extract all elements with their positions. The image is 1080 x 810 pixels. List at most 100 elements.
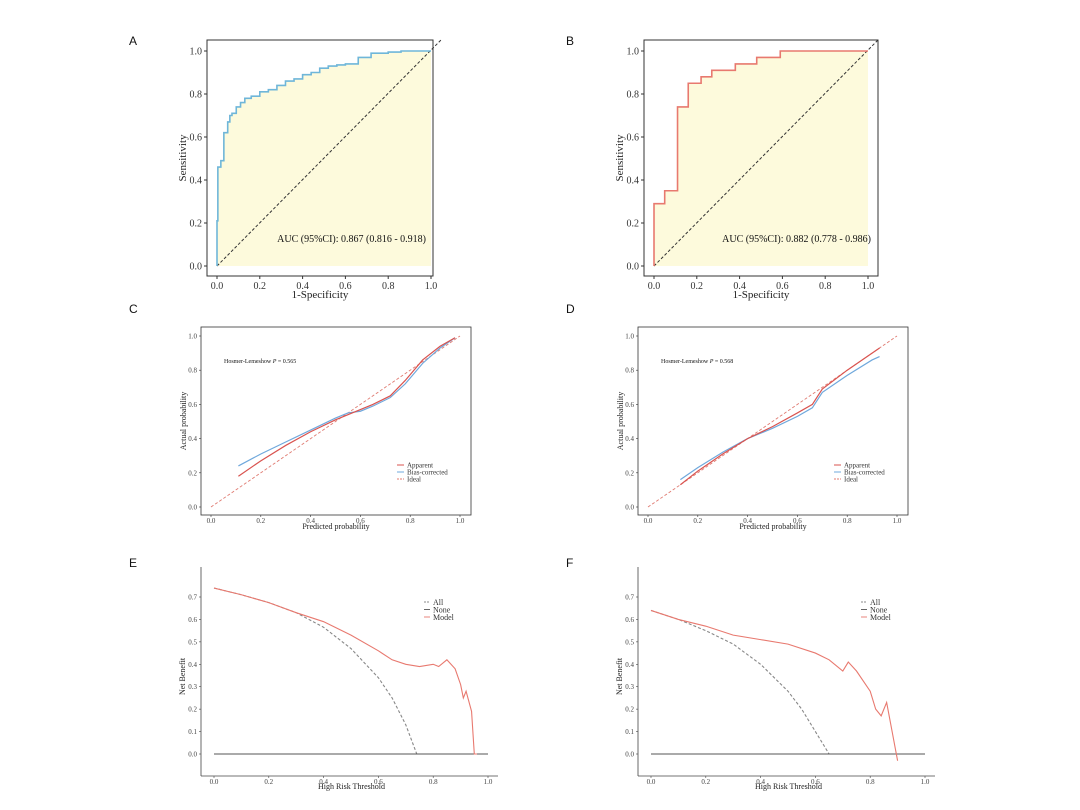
hl-test-name: Hosmer-Lemeshow [661, 359, 710, 365]
y-tick-label: 0.2 [188, 469, 197, 477]
x-tick-label: 0.0 [644, 517, 653, 525]
y-axis-title: Net Benefit [615, 657, 624, 695]
y-tick-label: 0.2 [627, 219, 640, 230]
plot-frame [200, 326, 472, 516]
y-tick-label: 0.2 [625, 469, 634, 477]
plot-frame [637, 326, 909, 516]
y-tick-label: 0.4 [625, 435, 634, 443]
y-tick-label: 0.7 [625, 594, 634, 602]
y-tick-label: 1.0 [627, 47, 640, 58]
x-tick-label: 0.2 [256, 517, 265, 525]
y-tick-label: 0.5 [188, 638, 197, 646]
y-tick-label: 0.0 [627, 262, 640, 273]
y-tick-label: 0.0 [188, 504, 197, 512]
auc-annotation: AUC (95%CI): 0.882 (0.778 - 0.986) [722, 234, 871, 245]
panel-label-b: B [566, 34, 575, 48]
legend-label: Bias-corrected [844, 469, 885, 477]
x-tick-label: 0.6 [776, 281, 789, 292]
y-tick-label: 0.6 [188, 401, 197, 409]
y-tick-label: 0.5 [625, 638, 634, 646]
y-axis-title: Actual probability [616, 392, 625, 450]
y-tick-label: 0.2 [190, 219, 203, 230]
y-tick-label: 0.6 [190, 133, 203, 144]
x-tick-label: 0.8 [843, 517, 852, 525]
x-tick-label: 0.2 [701, 778, 710, 786]
series-all [213, 587, 418, 755]
hl-p-value: = 0.568 [713, 359, 733, 365]
x-tick-label: 1.0 [425, 281, 438, 292]
x-tick-label: 0.8 [406, 517, 415, 525]
x-tick-label: 0.6 [811, 778, 820, 786]
chart-e: 0.0 0.2 0.4 0.6 0.8 1.0 0.0 0.1 0.2 0.3 0.4 0.5 0.6 0… [178, 567, 498, 791]
x-tick-label: 0.4 [306, 517, 315, 525]
legend-label: None [433, 606, 451, 615]
x-tick-label: 0.2 [264, 778, 273, 786]
x-tick-label: 0.4 [319, 778, 328, 786]
y-tick-label: 0.8 [188, 367, 197, 375]
legend-label: None [870, 606, 888, 615]
y-tick-label: 0.4 [188, 661, 197, 669]
y-axis-title: Sensitivity [177, 134, 189, 182]
y-axis-title: Actual probability [179, 392, 188, 450]
y-tick-label: 0.6 [627, 133, 640, 144]
x-tick-label: 0.4 [733, 281, 746, 292]
x-axis-title: Predicted probability [739, 522, 806, 531]
y-tick-label: 0.1 [625, 728, 634, 736]
chart-a: 0.0 0.2 0.4 0.6 0.8 1.0 0.0 0.2 0.4 0.6 0.8 1.0 1-Sp… [177, 39, 442, 301]
y-tick-label: 1.0 [188, 333, 197, 341]
y-tick-label: 0.0 [625, 504, 634, 512]
y-tick-label: 0.2 [625, 706, 634, 714]
panel-label-e: E [129, 556, 138, 570]
y-tick-label: 0.8 [625, 367, 634, 375]
x-tick-label: 0.8 [429, 778, 438, 786]
series-all [650, 609, 830, 755]
y-tick-label: 0.4 [188, 435, 197, 443]
series-bias-corrected [680, 355, 880, 481]
x-tick-label: 0.0 [210, 778, 219, 786]
roc-curve [653, 50, 868, 266]
y-tick-label: 0.7 [188, 594, 197, 602]
x-tick-label: 1.0 [893, 517, 902, 525]
y-axis-title: Sensitivity [614, 134, 626, 182]
hl-test-name: Hosmer-Lemeshow [224, 359, 273, 365]
y-tick-label: 1.0 [190, 47, 203, 58]
reference-diagonal [653, 39, 879, 267]
legend-label: All [433, 598, 444, 607]
y-tick-label: 0.0 [625, 751, 634, 759]
panel-label-a: A [129, 34, 138, 48]
x-tick-label: 0.6 [793, 517, 802, 525]
plot-frame [206, 39, 434, 277]
chart-b: 0.0 0.2 0.4 0.6 0.8 1.0 0.0 0.2 0.4 0.6 0.8 1.0 1-Sp… [614, 39, 879, 301]
x-tick-label: 0.8 [819, 281, 832, 292]
legend-label: Model [870, 613, 892, 622]
hosmer-lemeshow-annotation: Hosmer-Lemeshow P = 0.565 [224, 359, 296, 365]
y-tick-label: 0.0 [188, 751, 197, 759]
x-tick-label: 0.0 [648, 281, 661, 292]
y-tick-label: 1.0 [625, 333, 634, 341]
x-tick-label: 0.6 [339, 281, 352, 292]
y-axis-title: Net Benefit [178, 657, 187, 695]
series-model [213, 587, 478, 755]
panel-label-c: C [129, 302, 138, 316]
y-tick-label: 0.8 [627, 90, 640, 101]
legend-label: Apparent [407, 462, 433, 470]
x-axis-title: Predicted probability [302, 522, 369, 531]
chart-f: 0.0 0.2 0.4 0.6 0.8 1.0 0.0 0.1 0.2 0.3 0.4 0.5 0.6 0… [615, 567, 935, 791]
x-tick-label: 1.0 [921, 778, 930, 786]
y-tick-label: 0.8 [190, 90, 203, 101]
y-tick-label: 0.6 [188, 616, 197, 624]
y-tick-label: 0.6 [625, 616, 634, 624]
y-tick-label: 0.4 [190, 176, 203, 187]
panel-label-f: F [566, 556, 574, 570]
x-axis-title: 1-Specificity [292, 289, 349, 301]
series-apparent [238, 337, 456, 477]
x-tick-label: 0.0 [647, 778, 656, 786]
x-tick-label: 0.8 [382, 281, 395, 292]
legend-label: Bias-corrected [407, 469, 448, 477]
x-tick-label: 0.0 [207, 517, 216, 525]
series-bias-corrected [238, 337, 456, 467]
x-tick-label: 1.0 [456, 517, 465, 525]
y-tick-label: 0.4 [627, 176, 640, 187]
legend-label: Ideal [407, 476, 421, 484]
